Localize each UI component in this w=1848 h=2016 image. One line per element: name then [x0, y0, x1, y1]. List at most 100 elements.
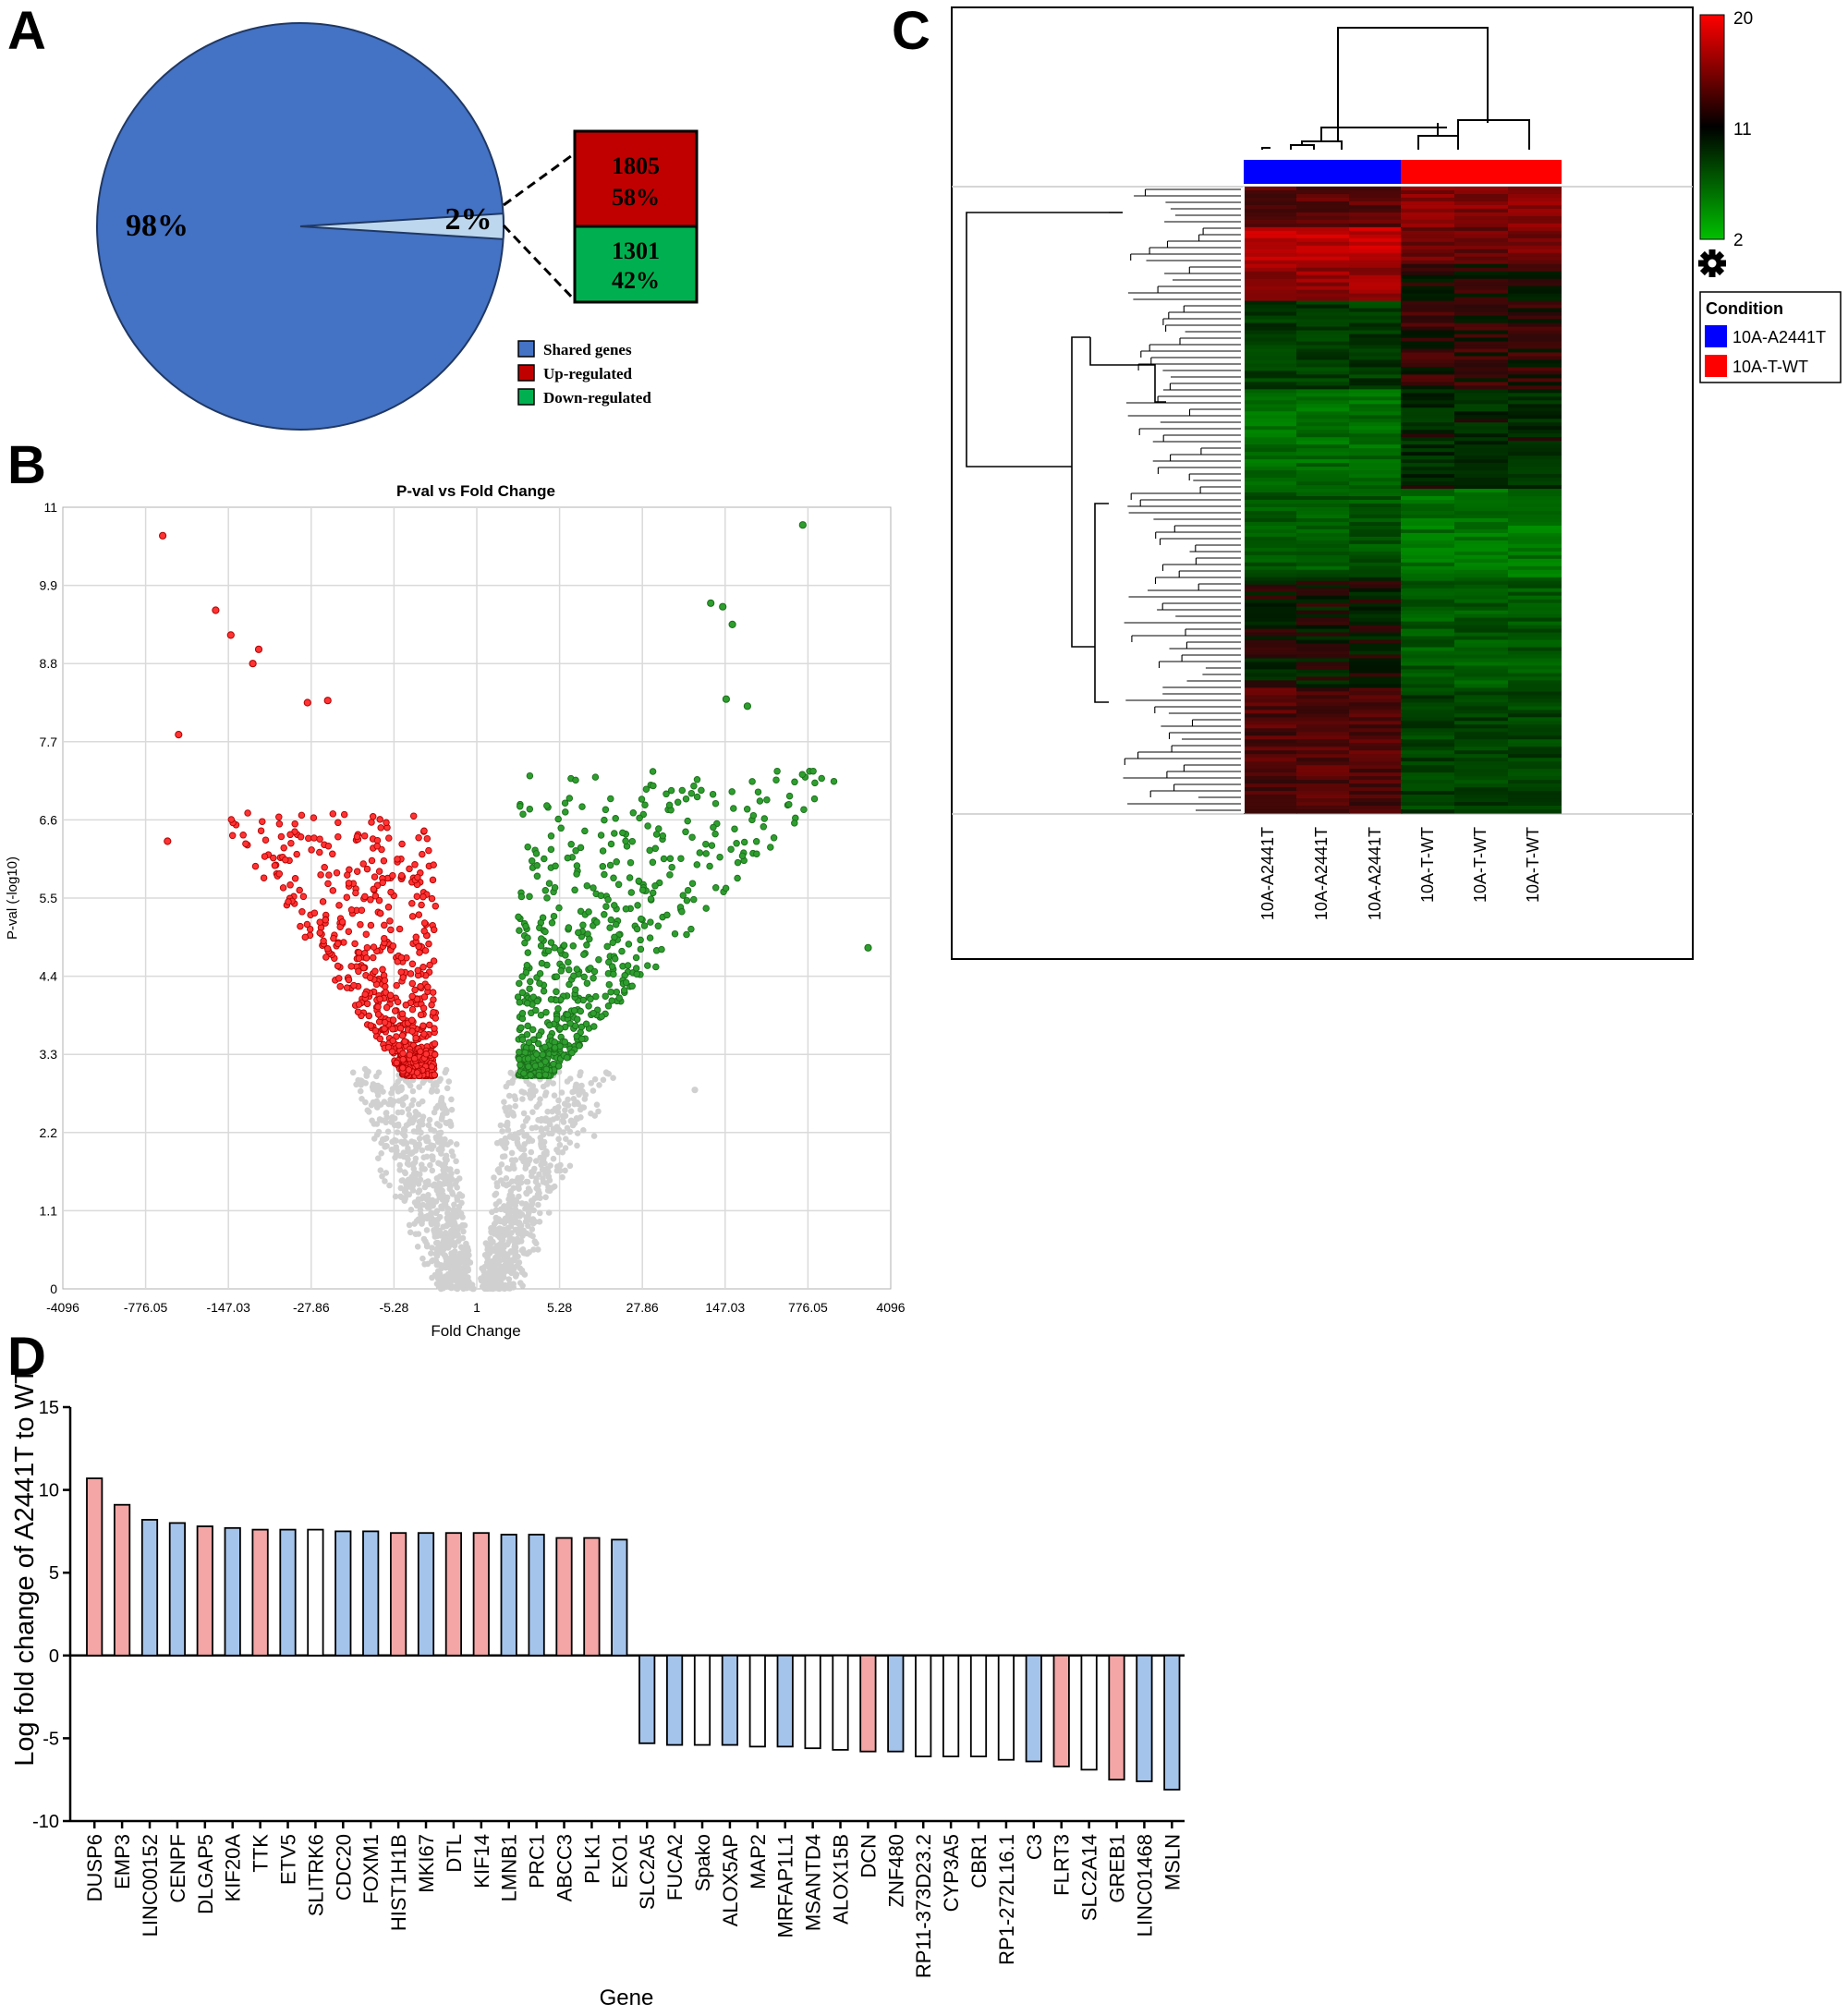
volcano-point: [505, 1217, 511, 1224]
volcano-point: [529, 1197, 535, 1204]
volcano-point: [517, 1061, 524, 1069]
heatmap-cell: [1454, 758, 1508, 762]
volcano-point: [504, 1241, 511, 1248]
volcano-point: [518, 973, 526, 980]
volcano-point: [604, 895, 612, 904]
heatmap-cell: [1401, 769, 1454, 773]
volcano-point: [545, 1130, 553, 1136]
heatmap-cell: [1296, 588, 1350, 593]
volcano-point: [518, 1088, 525, 1095]
volcano-point: [401, 1038, 408, 1046]
volcano-point: [325, 871, 333, 879]
heatmap-cell: [1296, 706, 1350, 710]
heatmap-cell: [1401, 710, 1454, 714]
heatmap-cell: [1401, 654, 1454, 660]
heatmap-cell: [1244, 285, 1297, 291]
volcano-xtick-label: 27.86: [626, 1300, 659, 1315]
volcano-point: [593, 1101, 601, 1108]
heatmap-cell: [1244, 330, 1297, 335]
volcano-point: [420, 1030, 428, 1038]
heatmap-cell: [1401, 204, 1454, 210]
volcano-point: [402, 1195, 408, 1201]
volcano-point: [551, 1092, 558, 1099]
heatmap-cell: [1296, 639, 1350, 645]
volcano-point: [539, 1154, 546, 1161]
volcano-point: [514, 1139, 521, 1146]
condition-swatch-a2441t: [1705, 325, 1727, 347]
volcano-point-outlier: [226, 631, 235, 639]
condition-legend-title: Condition: [1706, 299, 1783, 318]
volcano-point: [429, 876, 437, 884]
heatmap-cell: [1244, 591, 1297, 597]
gear-icon[interactable]: [1698, 249, 1726, 277]
heatmap-cell: [1349, 363, 1403, 369]
row-dendrogram-branch: [1071, 467, 1095, 648]
heatmap-cell: [1244, 636, 1297, 641]
volcano-point: [414, 873, 421, 881]
heatmap-cell: [1508, 706, 1562, 710]
heatmap-cell: [1244, 628, 1297, 634]
heatmap-cell: [1508, 617, 1562, 623]
volcano-point: [580, 1127, 587, 1134]
heatmap-cell: [1296, 433, 1350, 438]
volcano-point: [632, 965, 640, 972]
volcano-point: [505, 1181, 512, 1187]
heatmap-cell: [1244, 595, 1297, 601]
volcano-point: [496, 1198, 503, 1205]
heatmap-cell: [1349, 532, 1403, 538]
volcano-point: [517, 893, 526, 901]
volcano-point: [408, 1101, 415, 1109]
heatmap-cell: [1401, 197, 1454, 202]
heatmap-cell: [1349, 543, 1403, 549]
volcano-point: [526, 805, 534, 813]
heatmap-cell: [1454, 761, 1508, 766]
volcano-point: [419, 1022, 427, 1029]
volcano-point: [394, 856, 401, 863]
heatmap-cell: [1401, 665, 1454, 671]
heatmap-cell: [1296, 761, 1350, 766]
volcano-point: [368, 856, 376, 865]
heatmap-cell: [1349, 215, 1403, 221]
heatmap-cell: [1401, 754, 1454, 759]
volcano-point: [503, 1175, 510, 1182]
volcano-point: [375, 896, 383, 905]
heatmap-cell: [1454, 385, 1508, 390]
volcano-point: [523, 1000, 531, 1007]
volcano-point: [370, 943, 378, 951]
heatmap-cell: [1244, 274, 1297, 280]
volcano-point: [654, 922, 663, 930]
volcano-point: [376, 909, 384, 917]
heatmap-cell: [1508, 374, 1562, 379]
volcano-point: [361, 893, 369, 901]
condition-label-twt: 10A-T-WT: [1732, 358, 1808, 376]
volcano-point-outlier: [728, 620, 736, 629]
heatmap-cell: [1401, 345, 1454, 350]
volcano-point: [512, 1102, 518, 1110]
volcano-point-outlier: [212, 606, 220, 614]
volcano-point: [416, 1187, 423, 1194]
volcano-point: [559, 1173, 565, 1181]
heatmap-cell: [1508, 455, 1562, 460]
heatmap-cell: [1296, 680, 1350, 686]
heatmap-cell: [1401, 359, 1454, 365]
volcano-point: [548, 919, 556, 927]
volcano-point: [452, 1233, 459, 1239]
heatmap-cell: [1401, 419, 1454, 423]
heatmap-cell: [1401, 382, 1454, 386]
heatmap-cell: [1508, 289, 1562, 295]
volcano-point: [533, 1158, 540, 1164]
volcano-point: [435, 1184, 442, 1191]
heatmap-cell: [1401, 632, 1454, 638]
heatmap-cell: [1454, 187, 1508, 191]
volcano-point: [529, 1083, 537, 1089]
bar: [389, 1532, 407, 1657]
volcano-point: [347, 906, 356, 914]
heatmap-cell: [1349, 673, 1403, 678]
volcano-point: [600, 1076, 607, 1084]
heatmap-cell: [1296, 599, 1350, 604]
heatmap-cell: [1401, 448, 1454, 453]
heatmap-cell: [1296, 474, 1350, 479]
heatmap-cell: [1296, 698, 1350, 703]
heatmap-cell: [1401, 385, 1454, 390]
bar: [832, 1654, 849, 1751]
